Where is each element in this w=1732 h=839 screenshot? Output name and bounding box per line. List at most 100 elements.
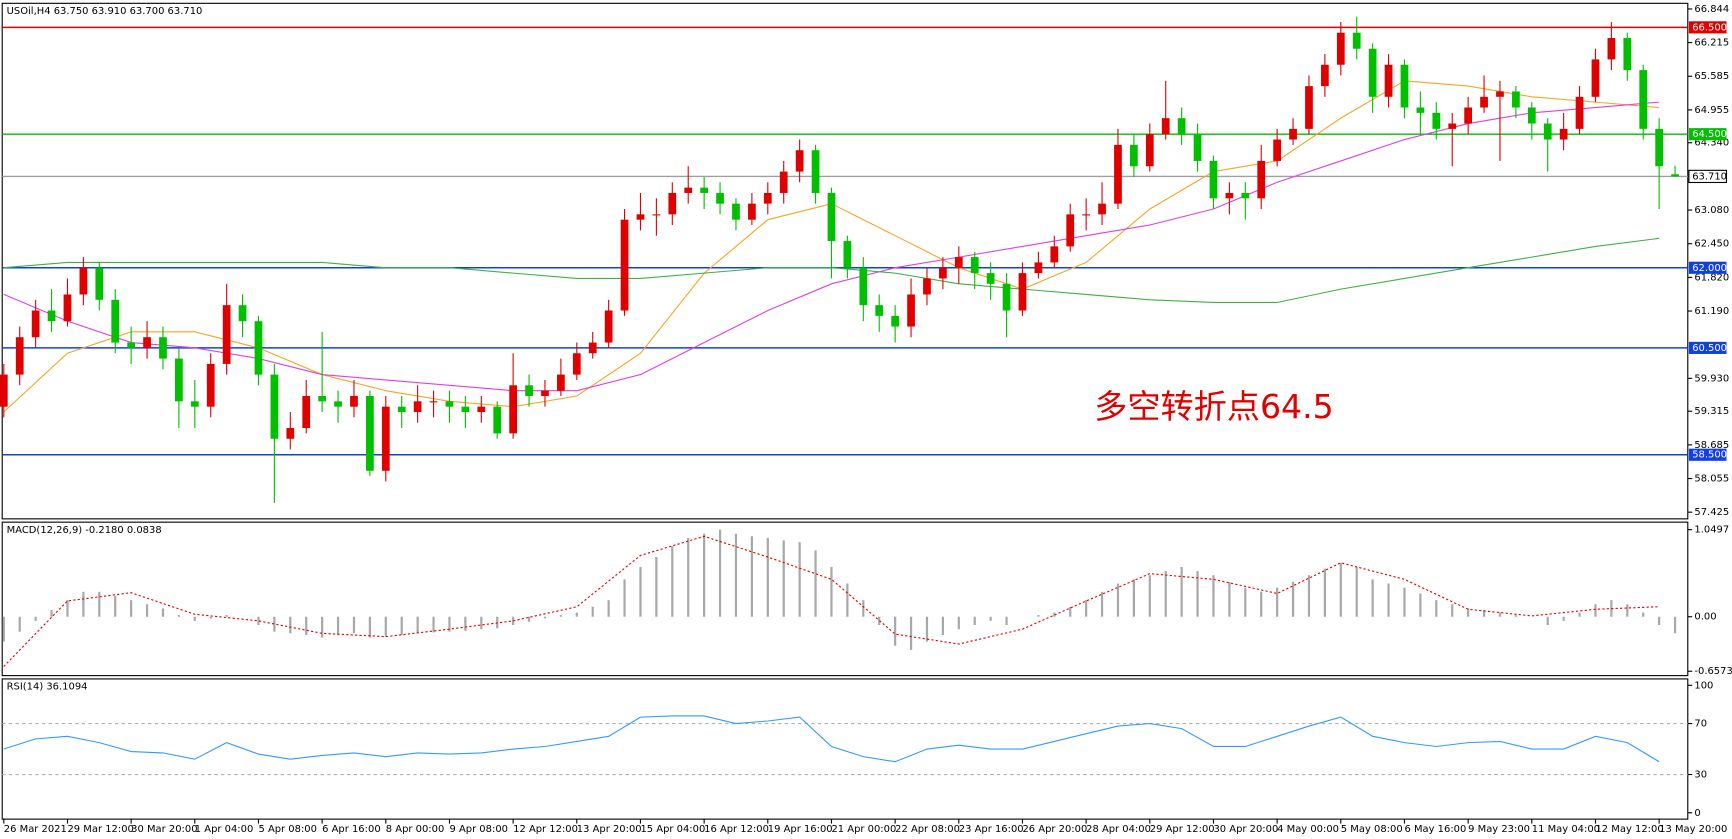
x-tick-label: 22 Apr 08:00	[895, 824, 960, 835]
candle-body	[557, 374, 565, 391]
candle-body	[1130, 144, 1138, 167]
candle-body	[477, 406, 486, 413]
y-tick-label: 58.685	[1694, 440, 1729, 451]
candle-body	[970, 257, 979, 274]
candle-body	[1273, 139, 1282, 161]
candle-body	[1416, 107, 1425, 113]
candle-body	[334, 401, 342, 407]
candle-body	[95, 267, 104, 300]
x-tick-label: 26 Apr 20:00	[1022, 824, 1087, 835]
candle-body	[779, 171, 788, 193]
candle-body	[572, 353, 581, 375]
candle-body	[1289, 128, 1297, 140]
x-tick-label: 5 Apr 08:00	[258, 824, 317, 835]
candle-body	[445, 401, 454, 407]
level-label-box	[1688, 128, 1727, 141]
candle-body	[111, 299, 120, 343]
x-tick-label: 29 Apr 12:00	[1150, 824, 1215, 835]
y-tick-label: 100	[1694, 680, 1713, 691]
candle-body	[1145, 134, 1154, 167]
x-tick-label: 12 May 12:00	[1595, 824, 1663, 835]
y-tick-label: 66.215	[1694, 38, 1729, 49]
y-tick-label: 63.080	[1694, 205, 1729, 216]
candle-body	[1257, 160, 1266, 199]
candle-body	[859, 267, 868, 306]
candle-body	[15, 337, 24, 375]
candle-body	[1002, 283, 1011, 311]
candle-body	[1050, 246, 1059, 263]
level-label: 58.500	[1692, 450, 1727, 461]
x-tick-label: 30 Apr 20:00	[1213, 824, 1278, 835]
candle-body	[620, 219, 629, 311]
candle-body	[827, 192, 836, 242]
candle-body	[1543, 123, 1552, 140]
candle-body	[1352, 32, 1361, 49]
candle-body	[254, 321, 263, 375]
x-tick-label: 16 Apr 12:00	[704, 824, 769, 835]
candle-body	[1575, 96, 1584, 129]
candle-body	[397, 406, 406, 413]
candle-body	[79, 267, 88, 295]
candle-body	[1384, 64, 1393, 97]
candle-body	[206, 363, 215, 407]
candle-body	[31, 310, 40, 338]
panel-title: USOil,H4 63.750 63.910 63.700 63.710	[7, 6, 203, 17]
panel-frame	[1, 521, 1689, 677]
y-tick-label: 1.0497	[1694, 525, 1729, 536]
level-label-box	[1688, 261, 1727, 274]
y-tick-label: 30	[1694, 770, 1707, 781]
level-label: 60.500	[1692, 343, 1727, 354]
candle-body	[1098, 203, 1106, 215]
candle-body	[541, 390, 549, 396]
candle-body	[222, 305, 231, 364]
candle-body	[1305, 86, 1313, 129]
y-tick-label: 64.955	[1694, 105, 1729, 116]
x-tick-label: 6 May 16:00	[1404, 824, 1466, 835]
candle-body	[1082, 214, 1091, 216]
candle-body	[1177, 118, 1186, 135]
candle-body	[1400, 64, 1409, 108]
candle-body	[1336, 32, 1345, 65]
level-label: 63.710	[1692, 171, 1727, 182]
x-tick-label: 21 Apr 00:00	[831, 824, 896, 835]
x-tick-label: 23 Apr 16:00	[959, 824, 1024, 835]
level-label: 66.500	[1692, 22, 1727, 33]
y-tick-label: 64.340	[1694, 138, 1729, 149]
candle-body	[843, 241, 852, 268]
candle-body	[1066, 214, 1075, 247]
candle-body	[986, 273, 995, 284]
candle-body	[1591, 59, 1600, 97]
candle-body	[175, 358, 183, 402]
x-tick-label: 1 Apr 04:00	[195, 824, 254, 835]
candle-body	[811, 150, 820, 193]
candle-body	[1432, 112, 1441, 129]
x-tick-label: 9 Apr 08:00	[449, 824, 508, 835]
level-label-box	[1688, 341, 1727, 354]
y-tick-label: 61.820	[1694, 272, 1729, 283]
panel-frame	[1, 2, 1689, 520]
candle-body	[366, 395, 374, 471]
candle-body	[47, 310, 56, 322]
candle-body	[1512, 91, 1520, 108]
candle-body	[318, 395, 327, 402]
candle-body	[429, 401, 438, 403]
x-tick-label: 19 Apr 16:00	[768, 824, 833, 835]
panel-title: MACD(12,26,9) -0.2180 0.0838	[7, 525, 162, 536]
candle-body	[668, 192, 677, 215]
candle-body	[270, 374, 279, 439]
x-tick-label: 30 Mar 20:00	[131, 824, 197, 835]
x-tick-label: 11 May 04:00	[1532, 824, 1600, 835]
level-label-box	[1688, 21, 1727, 34]
x-tick-label: 13 Apr 20:00	[577, 824, 642, 835]
candle-body	[763, 192, 772, 204]
candle-body	[1321, 64, 1329, 87]
y-tick-label: 0.00	[1694, 612, 1716, 623]
candle-body	[588, 342, 597, 354]
candle-body	[413, 401, 422, 413]
x-tick-label: 13 May 20:00	[1659, 824, 1727, 835]
moving-average	[3, 101, 1660, 392]
candle-body	[939, 267, 947, 279]
